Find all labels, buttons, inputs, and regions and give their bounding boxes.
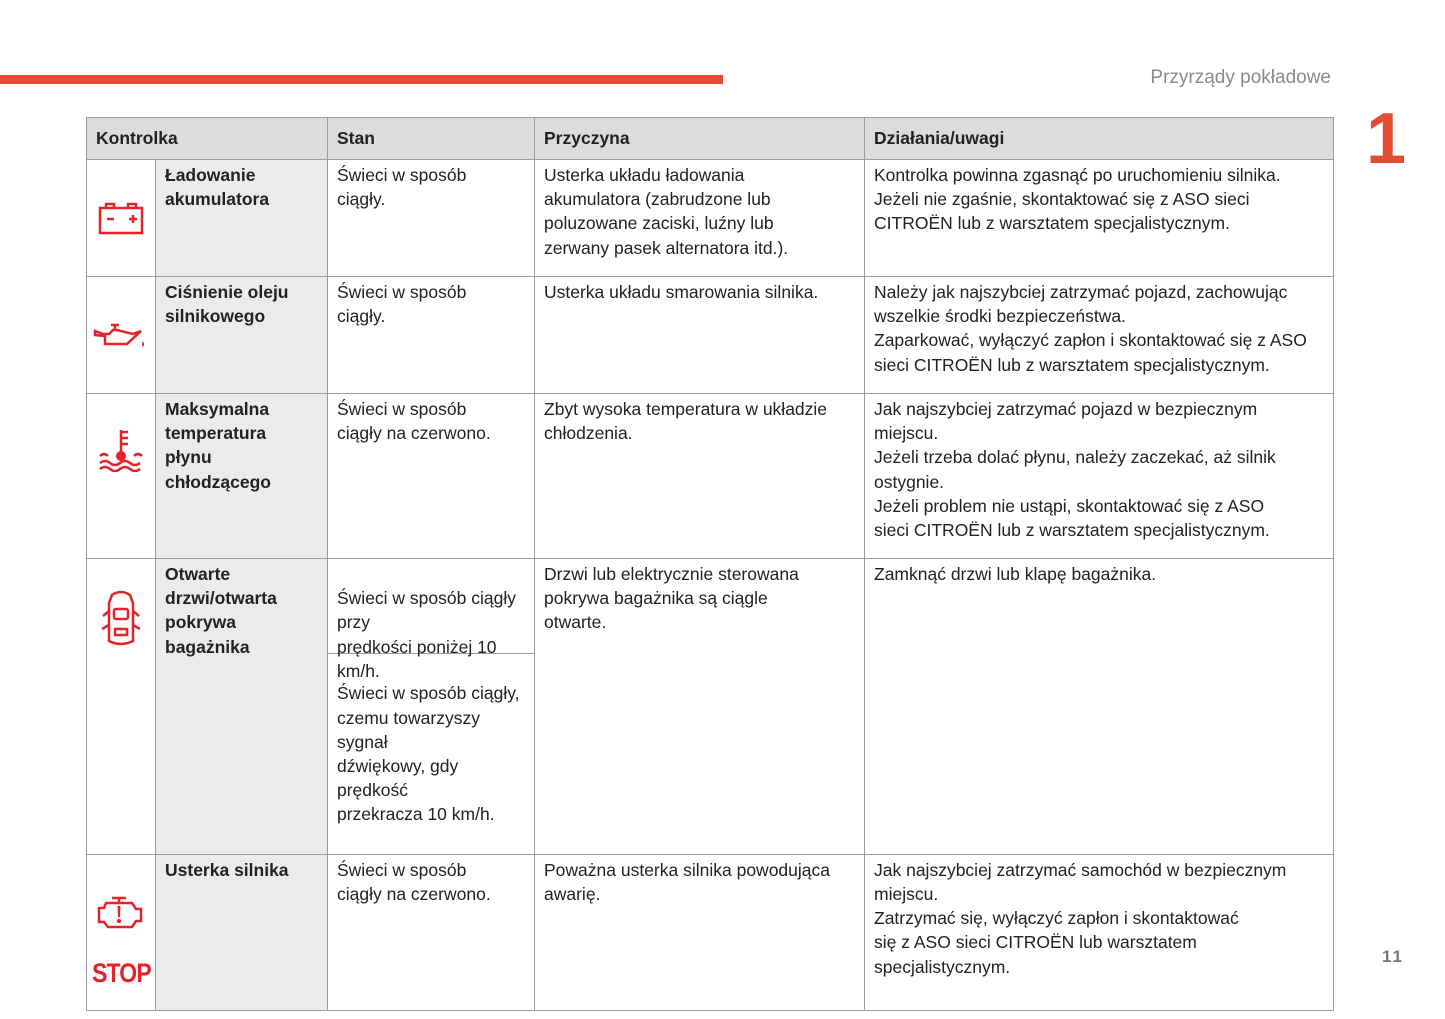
light-cause: Usterka układu ładowania akumulatora (za… (534, 159, 865, 277)
page-number: 11 (1382, 947, 1404, 966)
light-state: Świeci w sposób ciągły przy prędkości po… (328, 583, 534, 681)
light-cause: Drzwi lub elektrycznie sterowana pokrywa… (534, 558, 865, 855)
icon-cell (86, 276, 156, 394)
warning-lights-table: Kontrolka Stan Przyczyna Działania/uwagi… (86, 117, 1334, 1011)
light-state: Świeci w sposób ciągły. (327, 159, 535, 277)
light-action: Jak najszybciej zatrzymać samochód w bez… (864, 853, 1334, 1011)
light-state-cell: Świeci w sposób ciągły przy prędkości po… (327, 558, 535, 855)
icon-cell (86, 159, 156, 277)
light-name: Ładowanie akumulatora (155, 159, 328, 277)
light-action: Zamknąć drzwi lub klapę bagażnika. (864, 558, 1334, 855)
engine-fault-icon (97, 896, 143, 929)
column-header: Przyczyna (534, 117, 865, 160)
light-state: Świeci w sposób ciągły. (327, 276, 535, 394)
light-name: Usterka silnika (155, 853, 328, 1011)
table-row: Ładowanie akumulatora Świeci w sposób ci… (86, 159, 1334, 277)
column-header: Stan (327, 117, 535, 160)
door-open-icon (101, 590, 141, 646)
battery-icon (98, 202, 144, 235)
column-header: Działania/uwagi (864, 117, 1334, 160)
table-row: STOP Usterka silnika Świeci w sposób cią… (86, 853, 1334, 1011)
light-cause: Zbyt wysoka temperatura w układzie chłod… (534, 393, 865, 559)
table-row: Maksymalna temperatura płynu chłodzącego… (86, 393, 1334, 559)
table-row: Otwarte drzwi/otwarta pokrywa bagażnika … (86, 558, 1334, 855)
table-header: Kontrolka Stan Przyczyna Działania/uwagi (86, 117, 1334, 160)
icon-cell (86, 393, 156, 559)
light-state: Świeci w sposób ciągły na czerwono. (327, 393, 535, 559)
chapter-number: 1 (1366, 99, 1407, 179)
oil-can-icon (93, 323, 144, 348)
light-action: Kontrolka powinna zgasnąć po uruchomieni… (864, 159, 1334, 277)
coolant-temperature-icon (99, 430, 143, 473)
light-state: Świeci w sposób ciągły na czerwono. (327, 853, 535, 1011)
light-name: Maksymalna temperatura płynu chłodzącego (155, 393, 328, 559)
table-row: Ciśnienie oleju silnikowego Świeci w spo… (86, 276, 1334, 394)
light-state-2: Świeci w sposób ciągły, czemu towarzyszy… (337, 683, 520, 825)
light-name: Ciśnienie oleju silnikowego (155, 276, 328, 394)
light-cause: Usterka układu smarowania silnika. (534, 276, 865, 394)
icon-cell: STOP (86, 853, 156, 1011)
light-name: Otwarte drzwi/otwarta pokrywa bagażnika (155, 558, 328, 855)
column-header: Kontrolka (86, 117, 328, 160)
light-action: Należy jak najszybciej zatrzymać pojazd,… (864, 276, 1334, 394)
light-cause: Poważna usterka silnika powodująca awari… (534, 853, 865, 1011)
stop-label: STOP (92, 958, 152, 989)
light-action: Jak najszybciej zatrzymać pojazd w bezpi… (864, 393, 1334, 559)
section-title: Przyrządy pokładowe (1150, 67, 1331, 88)
icon-cell (86, 558, 156, 855)
accent-bar (0, 75, 723, 84)
